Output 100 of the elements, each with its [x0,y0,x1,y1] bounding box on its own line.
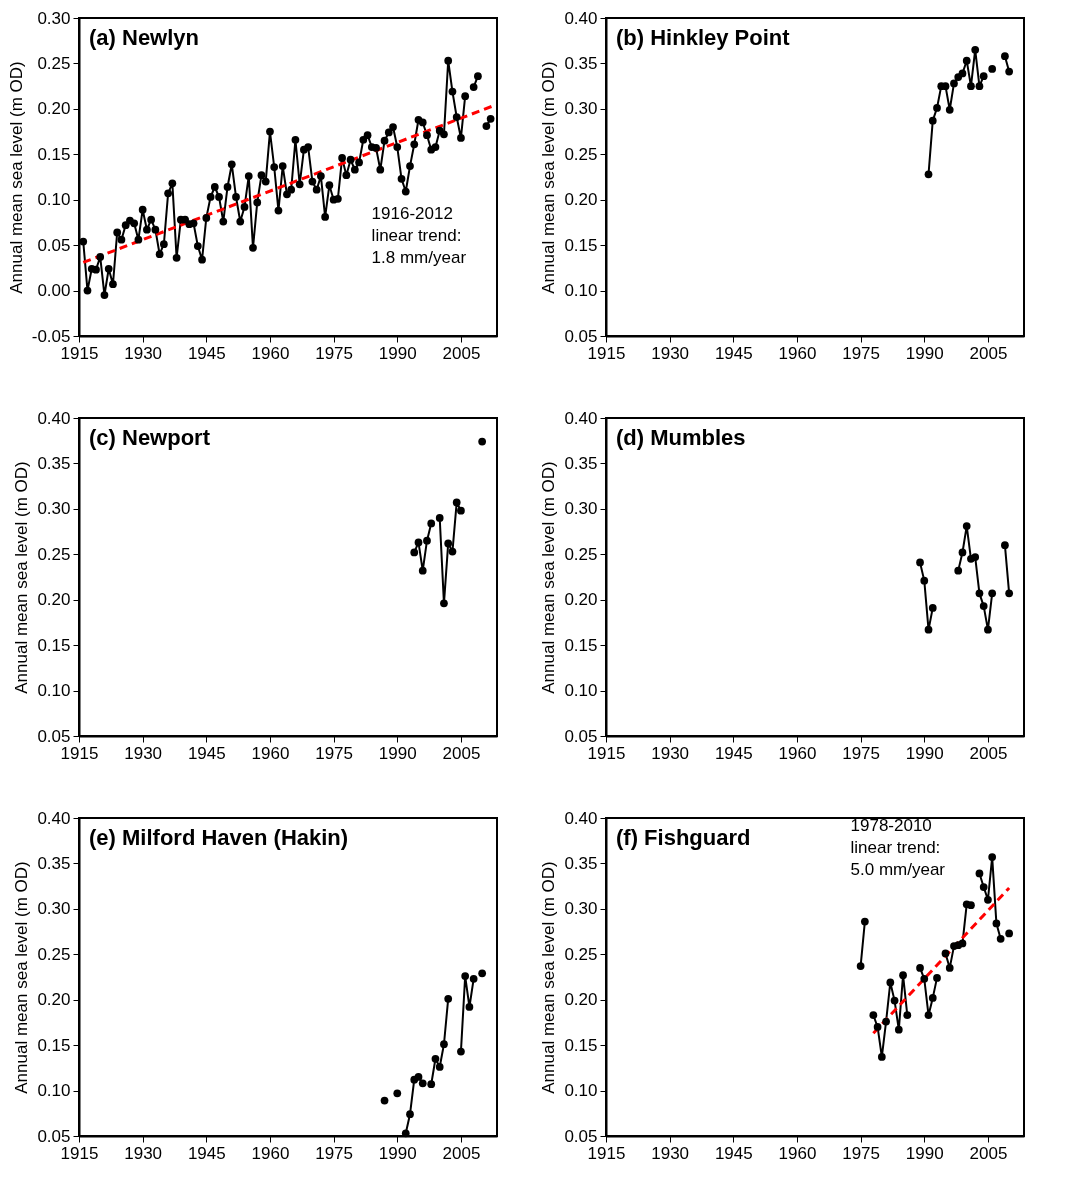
x-tick-label: 2005 [442,343,481,363]
point [418,1079,427,1088]
point [877,1053,886,1061]
chart-title: (f) Fishguard [616,825,751,850]
x-tick-label: 1975 [842,343,881,363]
point [440,599,448,608]
point [988,589,997,598]
y-tick-label: 0.35 [564,453,598,473]
point [894,1025,903,1034]
point [380,1096,389,1105]
y-tick-label: 0.05 [37,1126,71,1146]
point [967,901,975,910]
point [860,917,869,926]
x-tick-label: 1930 [124,743,163,763]
x-tick-label: 1960 [778,1143,817,1163]
y-tick-label: 0.20 [37,99,71,119]
y-tick-label: 0.05 [564,1126,598,1146]
point [979,602,988,610]
y-tick-label: 0.20 [37,990,71,1010]
point [410,548,419,557]
y-tick-label: 0.40 [37,408,71,428]
point [988,65,997,73]
x-tick-label: 1945 [187,343,226,363]
y-axis-title: Annual mean sea level (m OD) [6,61,26,294]
point [954,566,963,575]
y-axis-title: Annual mean sea level (m OD) [12,461,32,694]
point [979,883,988,891]
x-tick-label: 1945 [187,743,226,763]
y-tick-label: 0.10 [564,681,598,701]
point [971,553,980,561]
point [431,1054,440,1063]
point [958,69,967,78]
x-tick-label: 1975 [842,1143,881,1163]
x-tick-label: 1960 [251,743,290,763]
point [414,538,423,547]
point [478,969,487,978]
y-axis-title: Annual mean sea level (m OD) [539,461,559,694]
y-tick-label: 0.15 [564,235,598,255]
y-tick-label: 0.30 [564,499,598,519]
point [465,1003,474,1011]
y-tick-label: 0.05 [564,326,598,346]
point [452,498,461,507]
y-tick-label: 0.25 [37,944,71,964]
point [427,519,436,528]
x-tick-label: 1990 [905,1143,944,1163]
x-tick-label: 2005 [969,743,1008,763]
y-tick-label: -0.05 [31,326,71,346]
point [406,1110,414,1119]
x-tick-label: 1960 [778,343,817,363]
point [427,1080,436,1089]
x-tick-label: 2005 [442,1143,481,1163]
point [886,978,895,987]
point [928,116,937,125]
point [457,506,465,515]
y-tick-label: 0.35 [37,453,71,473]
y-tick-label: 0.10 [564,1081,598,1101]
point [920,974,929,983]
x-tick-label: 1915 [60,343,99,363]
point [414,1073,423,1081]
point [945,105,954,114]
y-tick-label: 0.25 [564,544,598,564]
point [873,1023,882,1031]
x-tick-label: 1975 [842,743,881,763]
point [899,971,907,980]
y-tick-label: 0.35 [564,853,598,873]
y-tick-label: 0.30 [564,99,598,119]
point [945,964,954,972]
point [890,996,899,1005]
x-tick-label: 1930 [124,1143,163,1163]
point [984,625,992,634]
y-tick-label: 0.25 [37,53,71,73]
point [418,566,427,575]
x-tick-label: 1915 [587,1143,626,1163]
x-tick-label: 2005 [969,1143,1008,1163]
point [478,437,487,446]
point [457,1047,465,1056]
point [962,56,971,65]
y-tick-label: 0.10 [564,281,598,301]
point [950,79,958,88]
point [933,104,941,112]
y-tick-label: 0.00 [37,281,71,301]
y-tick-label: 0.25 [564,144,598,164]
chart-title: (c) Newport [89,425,211,450]
point [975,589,984,598]
point [1001,541,1009,550]
point [920,576,929,585]
point [401,1129,410,1138]
y-tick-label: 0.20 [564,590,598,610]
chart-title: (e) Milford Haven (Hakin) [89,825,349,850]
point [992,919,1001,928]
point [924,170,933,179]
y-tick-label: 0.20 [37,590,71,610]
point [435,514,444,522]
y-tick-label: 0.25 [564,944,598,964]
point [971,45,980,54]
point [916,558,924,567]
y-tick-label: 0.40 [564,8,598,28]
y-tick-label: 0.15 [37,635,71,655]
point [928,604,937,612]
x-tick-label: 1990 [905,743,944,763]
